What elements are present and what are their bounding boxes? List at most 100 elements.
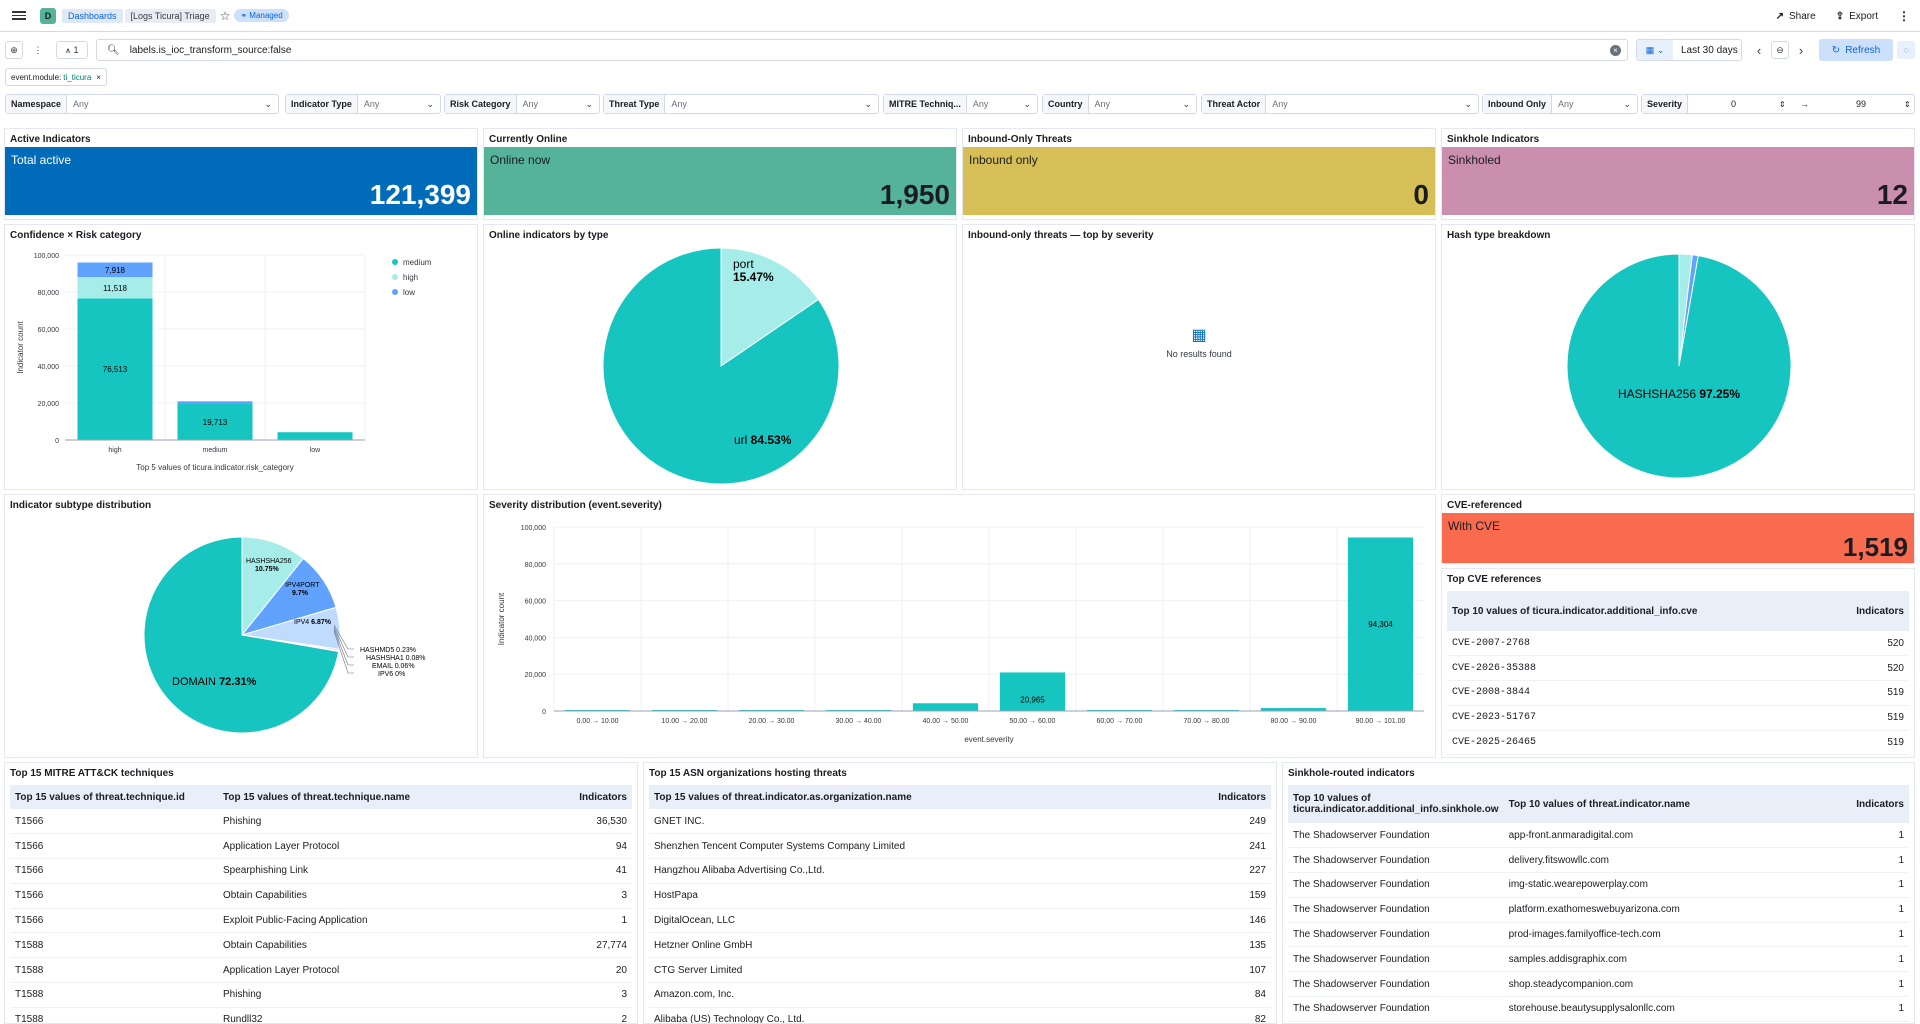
star-icon[interactable]: ☆ — [219, 8, 231, 23]
breadcrumb-dashboards[interactable]: Dashboards — [62, 8, 123, 23]
table-row[interactable]: CVE-2026-35388 520 — [1447, 655, 1909, 682]
table-row[interactable]: DigitalOcean, LLC 146 — [649, 908, 1271, 934]
column-header[interactable]: Top 10 values of ticura.indicator.additi… — [1447, 591, 1824, 631]
slice-label: HASHMD5 0.23% — [360, 647, 416, 654]
query-input[interactable]: 🔍︎ labels.is_ioc_transform_source:false … — [96, 39, 1628, 61]
column-header[interactable]: Top 15 values of threat.technique.name — [218, 785, 539, 809]
more-options-icon[interactable]: ⋮ — [1898, 9, 1910, 23]
table-row[interactable]: CVE-2025-26465 519 — [1447, 730, 1909, 756]
column-header[interactable]: Indicators — [1823, 591, 1909, 631]
panel-top-cve: Top CVE references Top 10 values of ticu… — [1441, 568, 1915, 758]
prev-period-icon[interactable]: ‹ — [1756, 42, 1762, 58]
column-header[interactable]: Indicators — [1815, 785, 1909, 823]
table-row[interactable]: The Shadowserver Foundation samples.addis… — [1288, 946, 1909, 973]
query-bar: ⊕ ⋮ ⩚ 1 🔍︎ labels.is_ioc_transform_source… — [0, 38, 1920, 62]
date-picker[interactable]: ▦ ⌄ Last 30 days — [1636, 39, 1742, 61]
export-button[interactable]: ⇪ Export — [1836, 11, 1878, 22]
control-country[interactable]: Country Any ⌄ — [1042, 94, 1197, 114]
table-cell: Application Layer Protocol — [218, 957, 539, 984]
clear-query-icon[interactable]: × — [1610, 45, 1621, 56]
calendar-icon[interactable]: ▦ ⌄ — [1637, 40, 1673, 60]
control-mitre-technique[interactable]: MITRE Techniq... Any ⌄ — [883, 94, 1038, 114]
column-header[interactable]: Top 10 values of ticura.indicator.additi… — [1288, 785, 1504, 823]
table-row[interactable]: T1588 Obtain Capabilities 27,774 — [10, 932, 632, 959]
table-cell: CVE-2007-2768 — [1447, 631, 1824, 657]
menu-icon[interactable] — [12, 11, 26, 20]
table-cell: Hangzhou Alibaba Advertising Co.,Ltd. — [649, 858, 1161, 884]
leader-line — [333, 630, 354, 674]
table-row[interactable]: The Shadowserver Foundation platform.exat… — [1288, 897, 1909, 923]
stepper-icon[interactable]: ⇕ — [1779, 99, 1786, 109]
severity-max[interactable]: 99 — [1856, 99, 1867, 109]
app-logo[interactable]: D — [40, 7, 56, 24]
control-inbound-only[interactable]: Inbound Only Any ⌄ — [1482, 94, 1638, 114]
query-menu-icon[interactable]: ⋮ — [33, 44, 43, 55]
column-header[interactable]: Top 15 values of threat.technique.id — [10, 785, 218, 809]
table-row[interactable]: The Shadowserver Foundation shop.steadyco… — [1288, 971, 1909, 998]
column-header[interactable]: Top 15 values of threat.indicator.as.org… — [649, 785, 1161, 809]
table-row[interactable]: The Shadowserver Foundation storehouse.be… — [1288, 996, 1909, 1022]
share-button[interactable]: ↗ Share — [1776, 11, 1816, 22]
table-row[interactable]: T1588 Rundll32 2 — [10, 1007, 632, 1023]
export-icon: ⇪ — [1835, 10, 1845, 22]
table-row[interactable]: T1588 Phishing 3 — [10, 982, 632, 1008]
refresh-button[interactable]: ↻ Refresh — [1819, 39, 1893, 61]
zoom-out-icon[interactable]: ⊖ — [1771, 41, 1789, 59]
table-row[interactable]: T1566 Application Layer Protocol 94 — [10, 833, 632, 860]
table-row[interactable]: The Shadowserver Foundation delivery.fits… — [1288, 847, 1909, 874]
table-row[interactable]: CVE-2023-51767 519 — [1447, 705, 1909, 731]
auto-refresh-icon[interactable]: ◌ — [1897, 41, 1915, 59]
bar-segment — [77, 262, 153, 278]
filter-count-button[interactable]: ⩚ 1 — [56, 41, 88, 59]
control-label: Inbound Only — [1483, 95, 1552, 113]
table-row[interactable]: Shenzhen Tencent Computer Systems Compan… — [649, 833, 1271, 860]
control-namespace[interactable]: Namespace Any ⌄ — [5, 94, 279, 114]
add-filter-icon[interactable]: ⊕ — [5, 41, 23, 59]
table-cell: The Shadowserver Foundation — [1288, 996, 1504, 1022]
table-row[interactable]: CVE-2008-3844 519 — [1447, 680, 1909, 706]
table-row[interactable]: Hangzhou Alibaba Advertising Co.,Ltd. 227 — [649, 858, 1271, 884]
table-row[interactable]: T1566 Exploit Public-Facing Application 1 — [10, 908, 632, 934]
metric-tile: Inbound only 0 — [963, 147, 1435, 215]
column-header[interactable]: Indicators — [538, 785, 632, 809]
table-row[interactable]: T1566 Obtain Capabilities 3 — [10, 883, 632, 909]
control-severity[interactable]: Severity 0 ⇕ → 99 ⇕ — [1641, 94, 1915, 114]
panel-title: Top CVE references — [1447, 574, 1542, 585]
column-header[interactable]: Top 10 values of threat.indicator.name — [1503, 785, 1816, 823]
x-tick-label: 30.00 → 40.00 — [836, 718, 882, 725]
table-row[interactable]: T1588 Application Layer Protocol 20 — [10, 957, 632, 984]
remove-filter-icon[interactable]: × — [96, 72, 101, 82]
table-row[interactable]: The Shadowserver Foundation prod-images.f… — [1288, 922, 1909, 948]
table-row[interactable]: Hetzner Online GmbH 135 — [649, 932, 1271, 959]
table-cell: 3 — [538, 982, 632, 1008]
stepper-icon[interactable]: ⇕ — [1904, 99, 1911, 109]
severity-min[interactable]: 0 — [1731, 99, 1737, 109]
panel-hash-type: Hash type breakdown HASHSHA256 97.25% — [1441, 224, 1915, 490]
column-header[interactable]: Indicators — [1160, 785, 1271, 809]
x-tick-label: 60.00 → 70.00 — [1097, 718, 1143, 725]
table-row[interactable]: T1566 Spearphishing Link 41 — [10, 858, 632, 884]
table-row[interactable]: Alibaba (US) Technology Co., Ltd. 82 — [649, 1007, 1271, 1023]
table-row[interactable]: GNET INC. 249 — [649, 809, 1271, 835]
table-row[interactable]: CVE-2007-2768 520 — [1447, 631, 1909, 657]
table-row[interactable]: Amazon.com, Inc. 84 — [649, 982, 1271, 1008]
slice-name: url — [734, 433, 751, 447]
table-row[interactable]: The Shadowserver Foundation img-static.we… — [1288, 872, 1909, 898]
panel-title: Hash type breakdown — [1447, 230, 1551, 241]
control-risk-category[interactable]: Risk Category Any ⌄ — [444, 94, 600, 114]
table-row[interactable]: CTG Server Limited 107 — [649, 957, 1271, 984]
x-tick-label: medium — [203, 447, 228, 454]
table-cell: 1 — [1815, 971, 1909, 998]
control-indicator-type[interactable]: Indicator Type Any ⌄ — [285, 94, 441, 114]
table-row[interactable]: HostPapa 159 — [649, 883, 1271, 909]
next-period-icon[interactable]: › — [1798, 42, 1804, 58]
control-threat-actor[interactable]: Threat Actor Any ⌄ — [1201, 94, 1479, 114]
control-threat-type[interactable]: Threat Type Any ⌄ — [603, 94, 879, 114]
slice-pct: 84.53% — [751, 433, 792, 447]
legend-label: high — [403, 273, 418, 282]
filter-pill[interactable]: event.module: ti_ticura × — [5, 68, 107, 86]
table-row[interactable]: T1566 Phishing 36,530 — [10, 809, 632, 835]
panel-title: Confidence × Risk category — [10, 230, 142, 241]
table-row[interactable]: The Shadowserver Foundation app-front.anm… — [1288, 823, 1909, 849]
